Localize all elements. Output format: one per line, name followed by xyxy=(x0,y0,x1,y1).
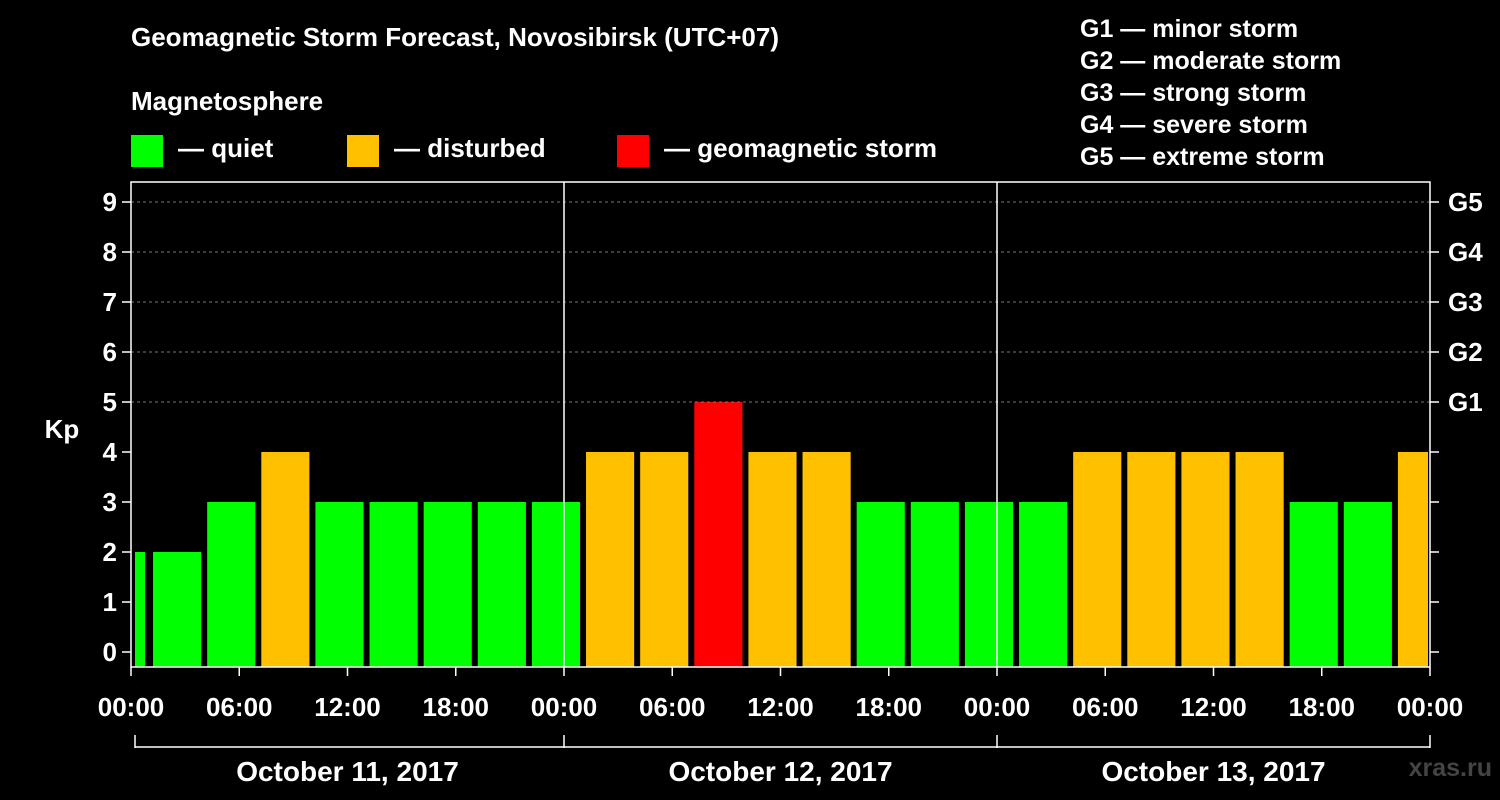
x-tick-label: 00:00 xyxy=(964,692,1031,722)
g-level-label: G2 xyxy=(1448,337,1483,367)
kp-bar xyxy=(369,502,418,667)
kp-bar xyxy=(640,452,689,667)
g-level-label: G4 xyxy=(1448,237,1483,267)
kp-bar xyxy=(135,552,146,667)
y-tick-label: 9 xyxy=(103,187,117,217)
kp-bar xyxy=(802,452,851,667)
kp-bar xyxy=(423,502,472,667)
x-tick-label: 06:00 xyxy=(206,692,273,722)
kp-bar xyxy=(964,502,1014,667)
legend-label-storm: — geomagnetic storm xyxy=(664,133,938,163)
kp-bar xyxy=(1181,452,1230,667)
x-tick-label: 18:00 xyxy=(1289,692,1356,722)
legend-label-quiet: — quiet xyxy=(178,133,274,163)
watermark: xras.ru xyxy=(1408,754,1492,782)
g-scale-g1: G1 — minor storm xyxy=(1080,15,1299,43)
kp-bar xyxy=(586,452,635,667)
x-tick-label: 00:00 xyxy=(1397,692,1464,722)
kp-bar xyxy=(1343,502,1392,667)
legend-swatch-quiet xyxy=(131,135,163,167)
x-tick-label: 06:00 xyxy=(639,692,706,722)
y-tick-label: 7 xyxy=(103,287,117,317)
chart-title: Geomagnetic Storm Forecast, Novosibirsk … xyxy=(131,22,780,52)
kp-bar xyxy=(153,552,202,667)
y-tick-label: 4 xyxy=(103,437,118,467)
kp-bar xyxy=(1397,452,1428,667)
kp-bar xyxy=(1289,502,1338,667)
g-scale-g4: G4 — severe storm xyxy=(1080,111,1308,139)
kp-bar xyxy=(1073,452,1122,667)
g-level-label: G3 xyxy=(1448,287,1483,317)
kp-bar xyxy=(207,502,256,667)
kp-bar xyxy=(694,402,743,667)
x-tick-label: 00:00 xyxy=(531,692,598,722)
kp-bar xyxy=(1019,502,1068,667)
y-tick-label: 1 xyxy=(103,587,117,617)
y-tick-label: 2 xyxy=(103,537,117,567)
g-level-label: G1 xyxy=(1448,387,1483,417)
y-tick-label: 5 xyxy=(103,387,117,417)
kp-bar xyxy=(856,502,905,667)
x-tick-label: 00:00 xyxy=(98,692,165,722)
legend-heading: Magnetosphere xyxy=(131,86,324,116)
x-tick-label: 12:00 xyxy=(314,692,381,722)
y-tick-label: 0 xyxy=(103,637,117,667)
g-level-label: G5 xyxy=(1448,187,1483,217)
kp-bar xyxy=(531,502,581,667)
kp-bar xyxy=(315,502,364,667)
y-tick-label: 8 xyxy=(103,237,117,267)
x-tick-label: 12:00 xyxy=(1180,692,1247,722)
date-label: October 12, 2017 xyxy=(668,756,892,787)
date-label: October 11, 2017 xyxy=(236,756,459,787)
g-scale-g3: G3 — strong storm xyxy=(1080,79,1307,107)
kp-bar xyxy=(261,452,310,667)
x-tick-label: 12:00 xyxy=(747,692,814,722)
y-tick-label: 3 xyxy=(103,487,117,517)
legend-label-disturbed: — disturbed xyxy=(394,133,546,163)
y-tick-label: 6 xyxy=(103,337,117,367)
g-scale-g5: G5 — extreme storm xyxy=(1080,143,1325,171)
x-tick-label: 18:00 xyxy=(423,692,490,722)
kp-bar xyxy=(1127,452,1176,667)
g-scale-g2: G2 — moderate storm xyxy=(1080,47,1342,75)
kp-bar xyxy=(910,502,959,667)
legend-swatch-disturbed xyxy=(347,135,379,167)
kp-bar xyxy=(748,452,797,667)
date-label: October 13, 2017 xyxy=(1101,756,1325,787)
x-tick-label: 18:00 xyxy=(856,692,923,722)
y-axis-label: Kp xyxy=(45,414,80,444)
legend-swatch-storm xyxy=(617,135,649,167)
kp-bar xyxy=(477,502,526,667)
kp-bar xyxy=(1235,452,1284,667)
x-tick-label: 06:00 xyxy=(1072,692,1139,722)
